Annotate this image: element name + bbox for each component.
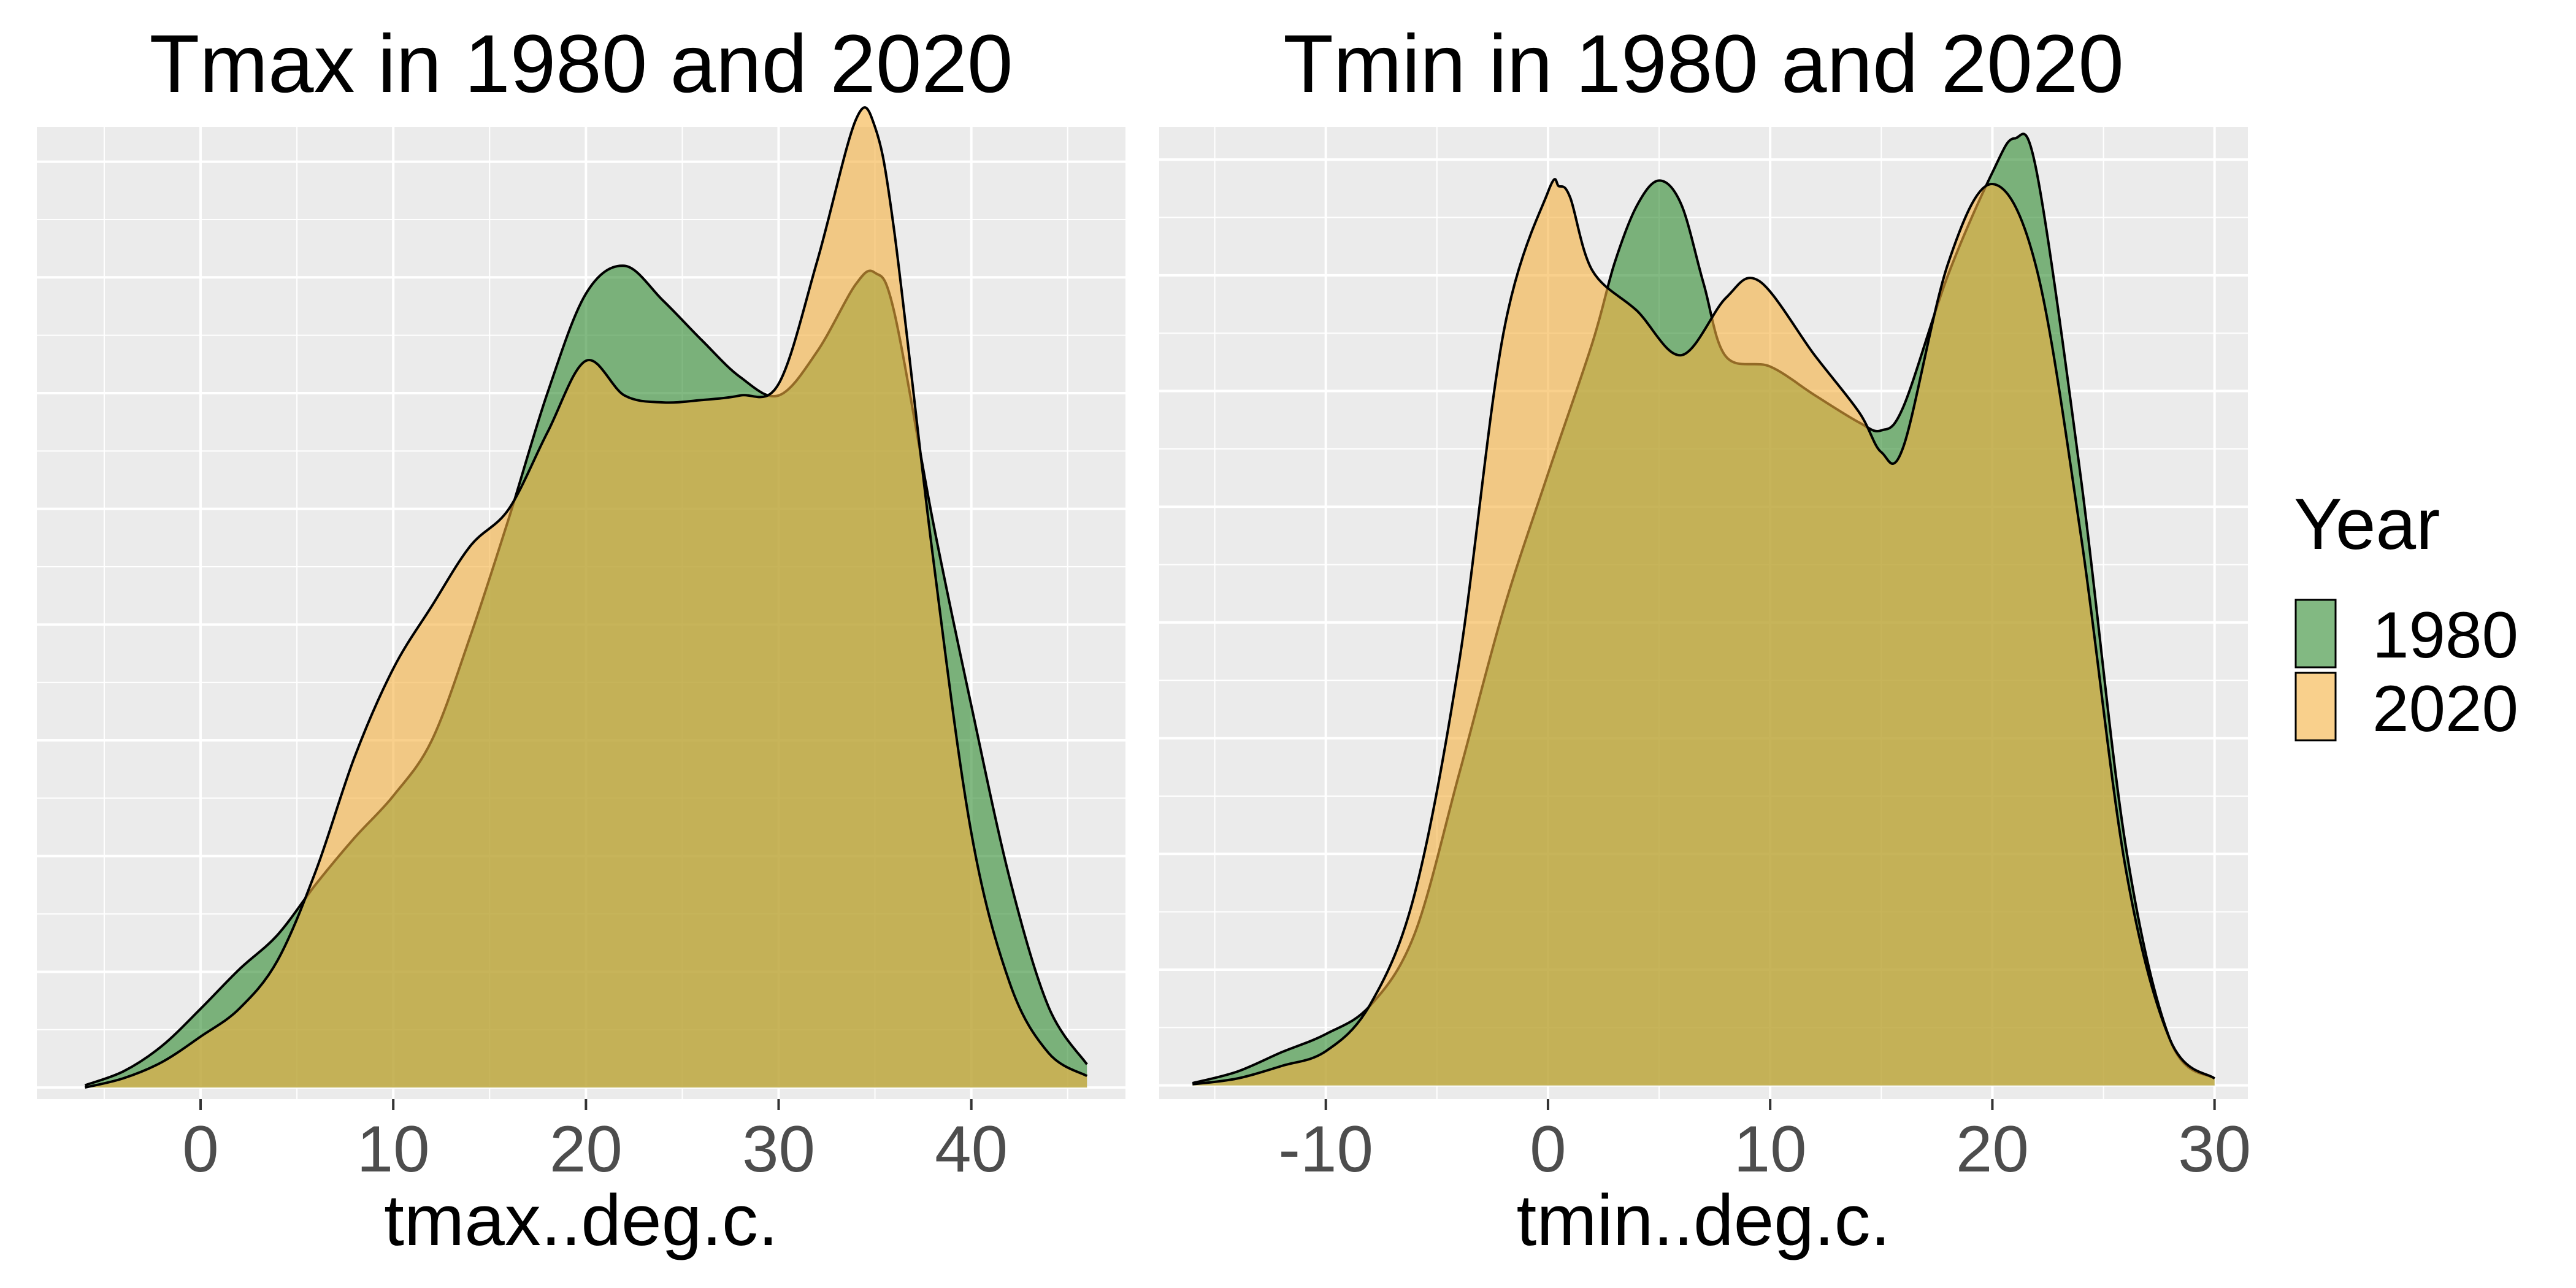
x-tick-label: 30 — [2178, 1112, 2251, 1186]
x-tick-label: 20 — [550, 1112, 623, 1186]
legend-swatch-1980 — [2294, 599, 2337, 669]
chart-title: Tmin in 1980 and 2020 — [1283, 18, 2124, 110]
x-tick-label: 40 — [935, 1112, 1008, 1186]
density-line-2020 — [1192, 178, 2216, 1086]
x-tick-label: 30 — [742, 1112, 815, 1186]
legend-label-2020: 2020 — [2372, 672, 2518, 745]
x-axis-title: tmax..deg.c. — [384, 1180, 778, 1261]
x-tick-label: -10 — [1278, 1112, 1373, 1186]
x-tick-label: 10 — [357, 1112, 430, 1186]
legend-swatch-2020 — [2294, 672, 2337, 742]
panels: 0 10 20 30 40 Tmax in 1980 and 2020 tmax..deg.… — [37, 18, 2251, 1261]
chart-title: Tmax in 1980 and 2020 — [150, 18, 1013, 110]
legend: Year 1980 2020 — [2294, 484, 2518, 745]
legend-title: Year — [2294, 484, 2440, 565]
panel-2: -10 0 10 20 30 Tmin in 1980 and 2020 tmin..deg… — [1159, 18, 2251, 1261]
panel-1: 0 10 20 30 40 Tmax in 1980 and 2020 tmax..deg.… — [37, 18, 1125, 1261]
x-tick-label: 20 — [1956, 1112, 2029, 1186]
density-line-1980 — [84, 264, 1088, 1087]
legend-label-1980: 1980 — [2372, 598, 2518, 672]
density-area-2020 — [1192, 179, 2215, 1086]
density-area-2020 — [85, 107, 1087, 1088]
x-tick-label: 0 — [1530, 1112, 1566, 1186]
x-axis-title: tmin..deg.c. — [1517, 1180, 1891, 1261]
density-line-2020 — [85, 106, 1088, 1089]
x-tick-label: 0 — [182, 1112, 219, 1186]
x-tick-label: 10 — [1734, 1112, 1807, 1186]
